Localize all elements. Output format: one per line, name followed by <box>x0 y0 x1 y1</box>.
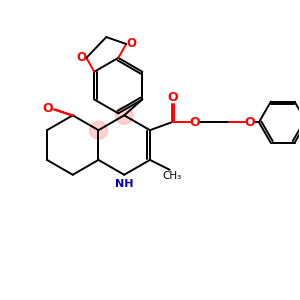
Text: O: O <box>167 91 178 104</box>
Circle shape <box>115 106 133 124</box>
Text: O: O <box>245 116 255 129</box>
Circle shape <box>89 121 107 139</box>
Text: NH: NH <box>115 179 134 189</box>
Text: O: O <box>76 51 86 64</box>
Text: O: O <box>189 116 200 129</box>
Text: O: O <box>43 102 53 115</box>
Text: CH₃: CH₃ <box>162 171 182 181</box>
Text: O: O <box>126 38 136 50</box>
